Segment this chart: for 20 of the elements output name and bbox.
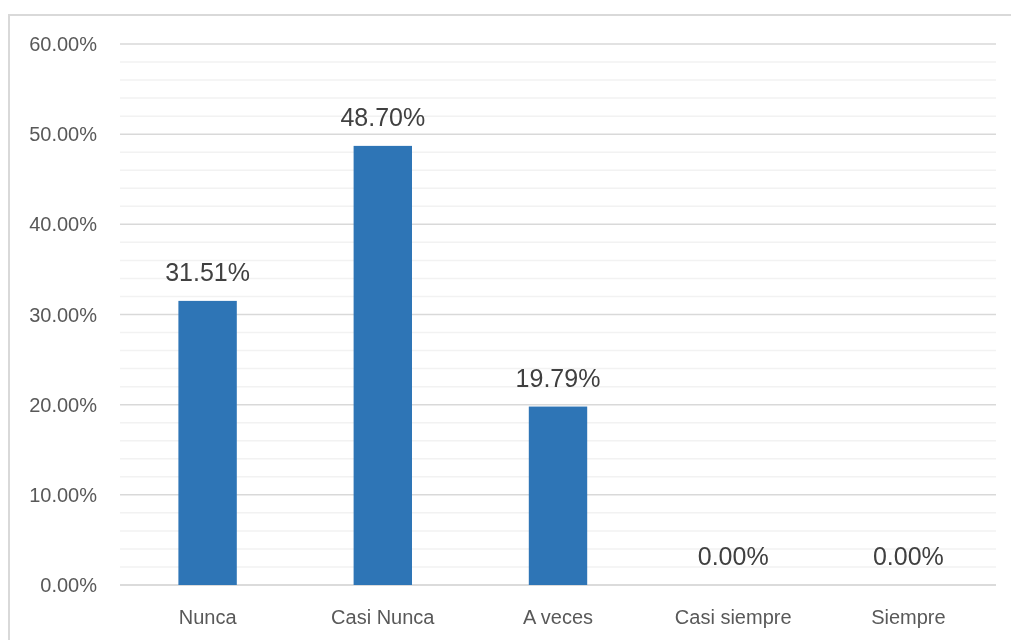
- x-tick-label: Casi Nunca: [331, 606, 436, 628]
- y-tick-label: 40.00%: [29, 213, 98, 236]
- data-label: 0.00%: [697, 542, 769, 570]
- y-tick-label: 50.00%: [29, 123, 98, 146]
- bar: [178, 300, 237, 585]
- data-label: 31.51%: [165, 257, 250, 286]
- bar: [353, 145, 412, 585]
- y-tick-label: 0.00%: [40, 574, 98, 596]
- y-tick-label: 10.00%: [29, 483, 98, 506]
- x-tick-label: A veces: [522, 606, 594, 628]
- x-tick-label: Casi siempre: [674, 606, 792, 628]
- y-tick-label: 20.00%: [29, 393, 98, 416]
- data-label: 19.79%: [515, 363, 601, 392]
- x-tick-label: Nunca: [178, 606, 238, 628]
- data-label: 0.00%: [872, 542, 944, 570]
- bar: [528, 406, 588, 585]
- x-tick-label: Siempre: [871, 606, 946, 628]
- y-tick-label: 60.00%: [29, 33, 98, 55]
- data-label: 48.70%: [340, 102, 426, 131]
- y-tick-label: 30.00%: [29, 303, 98, 326]
